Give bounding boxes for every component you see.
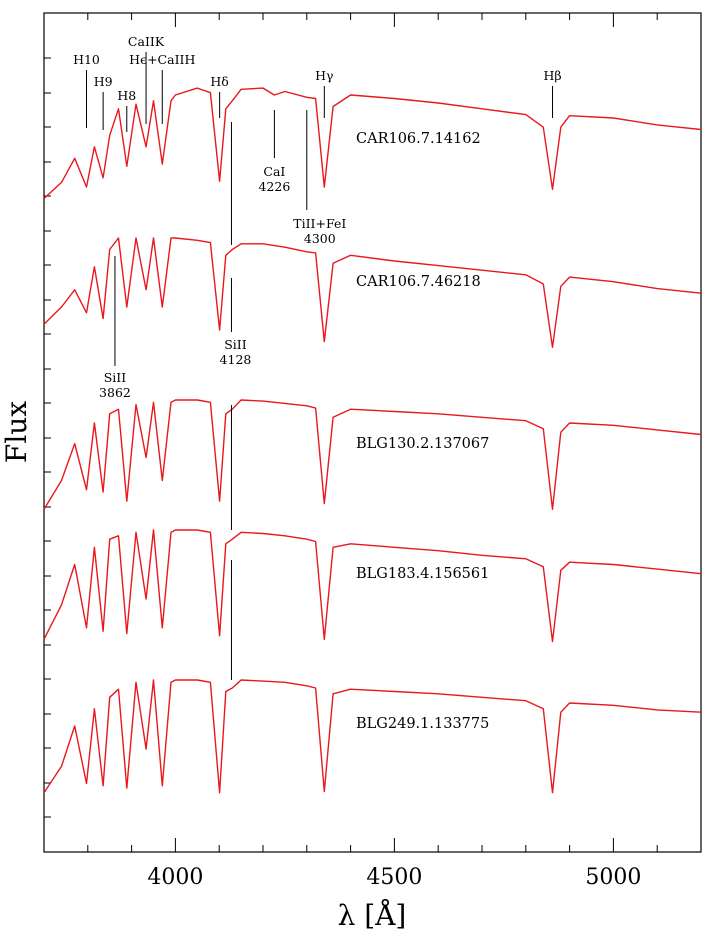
spectrum-line: [43, 87, 702, 200]
y-axis-title: Flux: [0, 401, 33, 463]
spectrum-line: [43, 399, 702, 510]
x-tick-label: 4500: [366, 865, 422, 890]
spectrum-line: [43, 679, 702, 794]
line-label: CaI: [263, 164, 285, 179]
line-wavelength: 3862: [99, 385, 131, 400]
x-tick-label: 5000: [585, 865, 641, 890]
line-label: H8: [117, 88, 136, 103]
line-label: Hδ: [210, 74, 228, 89]
line-label: CaIIK: [128, 34, 165, 49]
star-label: BLG130.2.137067: [356, 436, 489, 452]
spectra-lines: [43, 87, 702, 794]
spectrum-line: [43, 529, 702, 643]
x-tick-label: 4000: [147, 865, 203, 890]
line-wavelength: 4128: [220, 352, 252, 367]
line-label: Hγ: [315, 68, 333, 83]
line-wavelength: 4226: [258, 179, 290, 194]
line-label: SiII: [104, 370, 126, 385]
line-label: Hϵ+CaIIH: [129, 52, 195, 67]
line-label: Hβ: [543, 68, 561, 83]
star-label: CAR106.7.46218: [356, 274, 481, 290]
spectrum-line: [43, 237, 702, 348]
plot-frame: [43, 12, 702, 853]
x-axis-title: λ [Å]: [338, 899, 407, 932]
star-label: BLG183.4.156561: [356, 566, 489, 582]
star-label: CAR106.7.14162: [356, 131, 481, 147]
star-label: BLG249.1.133775: [356, 716, 489, 732]
line-label: SiII: [224, 337, 246, 352]
line-label: TiII+FeI: [293, 216, 346, 231]
line-label: H10: [73, 52, 100, 67]
line-wavelength: 4300: [304, 231, 336, 246]
line-label: H9: [94, 74, 113, 89]
x-tick-labels: 4000 4500 5000: [147, 865, 641, 890]
star-labels: CAR106.7.14162 CAR106.7.46218 BLG130.2.137…: [356, 131, 489, 732]
